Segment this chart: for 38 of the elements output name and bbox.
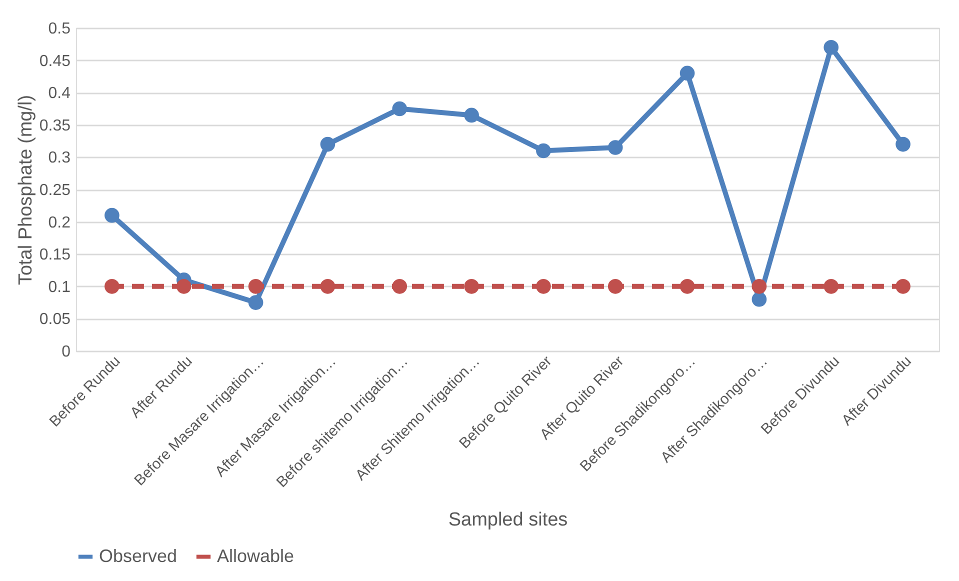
y-tick-label: 0.2: [48, 214, 71, 232]
y-tick-label: 0.35: [39, 117, 71, 134]
y-axis-title: Total Phosphate (mg/l): [15, 94, 36, 286]
point: [824, 40, 839, 55]
point: [464, 279, 479, 294]
point: [608, 279, 623, 294]
point: [320, 136, 336, 152]
point: [680, 279, 695, 294]
point: [536, 279, 551, 294]
y-tick-label: 0.05: [39, 311, 71, 328]
point: [680, 66, 695, 81]
point: [104, 279, 120, 294]
y-tick-label: 0.3: [48, 150, 71, 167]
point: [248, 295, 264, 310]
point: [608, 140, 623, 155]
point: [752, 279, 767, 294]
y-tick-label: 0: [62, 344, 71, 360]
point: [464, 108, 479, 123]
legend-label: Allowable: [217, 546, 294, 566]
y-tick-label: 0.45: [39, 52, 71, 70]
point: [896, 136, 910, 152]
point: [176, 279, 192, 294]
x-axis-title: Sampled sites: [448, 509, 568, 530]
point: [536, 143, 551, 158]
y-tick-label: 0.15: [39, 246, 71, 264]
y-tick-label: 0.1: [48, 278, 71, 296]
point: [104, 208, 120, 223]
point: [392, 279, 408, 294]
legend-label: Observed: [99, 546, 178, 566]
point: [320, 279, 336, 294]
point: [248, 279, 264, 294]
point: [896, 279, 910, 294]
point: [752, 292, 767, 307]
y-tick-label: 0.4: [48, 85, 71, 102]
y-tick-label: 0.25: [39, 182, 71, 199]
point: [392, 101, 408, 116]
y-tick-label: 0.5: [48, 20, 71, 38]
point: [824, 279, 839, 294]
